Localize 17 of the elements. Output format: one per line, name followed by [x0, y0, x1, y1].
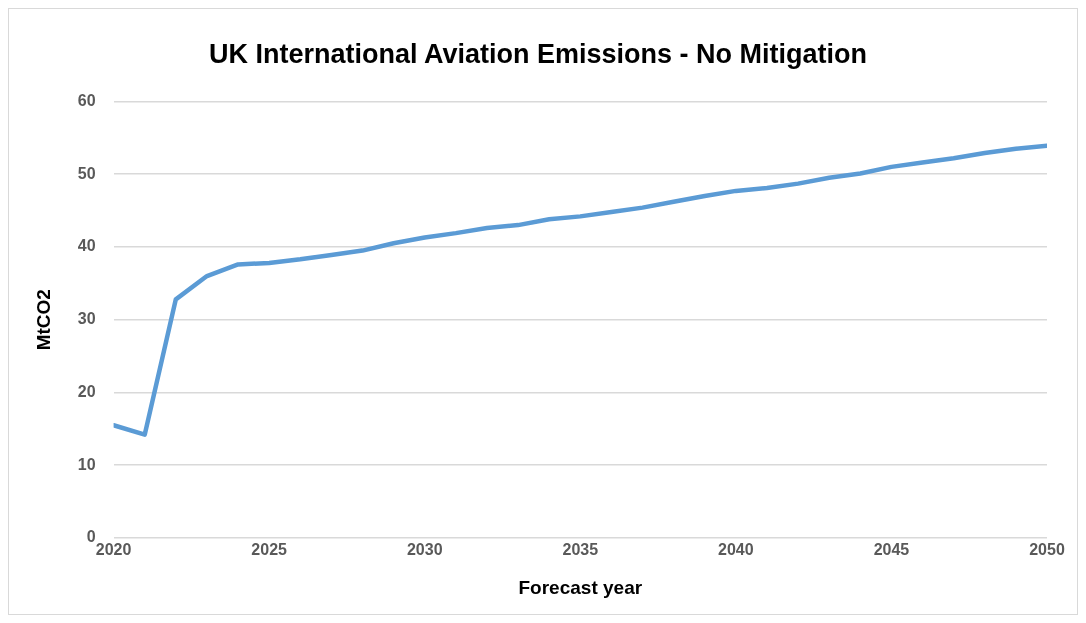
x-tick-label: 2035	[562, 541, 599, 559]
chart-title: UK International Aviation Emissions - No Mitigation	[208, 38, 868, 69]
x-tick-label: 2020	[95, 541, 132, 559]
y-tick-label: 20	[77, 382, 96, 400]
y-tick-label: 10	[77, 455, 96, 473]
x-axis-title: Forecast year	[518, 576, 643, 598]
y-tick-label: 50	[77, 164, 96, 182]
y-tick-label: 0	[86, 528, 96, 546]
y-tick-label: 60	[77, 91, 96, 109]
x-tick-label: 2040	[718, 541, 754, 559]
y-tick-label: 30	[77, 310, 96, 328]
x-tick-label: 2030	[406, 541, 443, 559]
x-tick-label: 2050	[1029, 541, 1065, 559]
x-tick-label: 2045	[873, 541, 910, 559]
x-tick-label: 2025	[251, 541, 288, 559]
y-axis-title: MtCO2	[32, 289, 54, 351]
y-tick-label: 40	[77, 237, 96, 255]
